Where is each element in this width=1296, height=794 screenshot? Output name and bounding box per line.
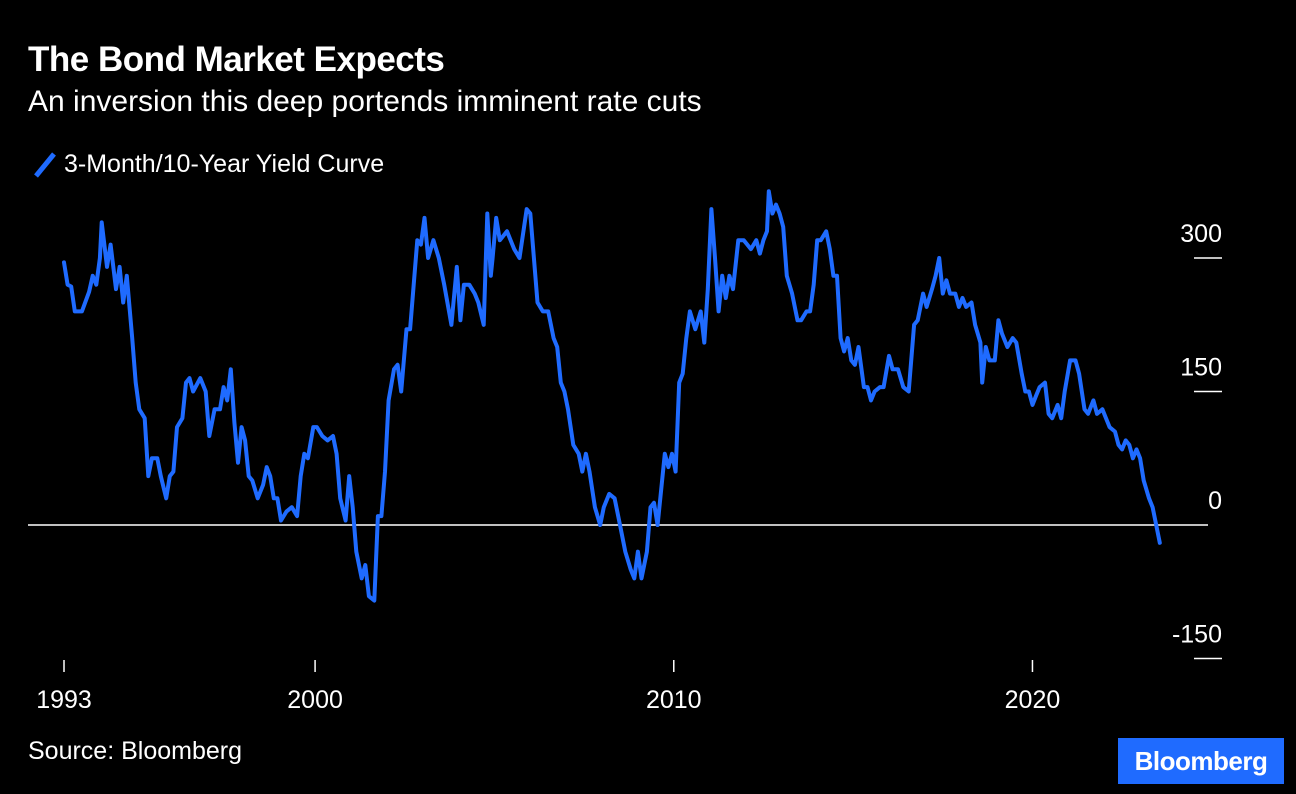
x-tick-label: 2000 [287,686,343,714]
y-tick-label: 300 [1180,220,1222,248]
y-tick-label: 0 [1208,487,1222,515]
source-note: Source: Bloomberg [28,737,243,765]
y-tick-label: -150 [1172,621,1222,649]
x-tick-label: 1993 [36,686,92,714]
chart-subtitle: An inversion this deep portends imminent… [28,85,702,118]
bloomberg-logo: Bloomberg [1118,738,1284,784]
x-tick-label: 2020 [1005,686,1061,714]
x-tick-label: 2010 [646,686,702,714]
chart-title: The Bond Market Expects [28,40,445,79]
y-tick-label: 150 [1180,354,1222,382]
legend: 3-Month/10-Year Yield Curve [32,148,384,180]
legend-label: 3-Month/10-Year Yield Curve [64,149,385,178]
series-line-0 [62,189,1162,603]
legend-swatch [34,152,56,178]
